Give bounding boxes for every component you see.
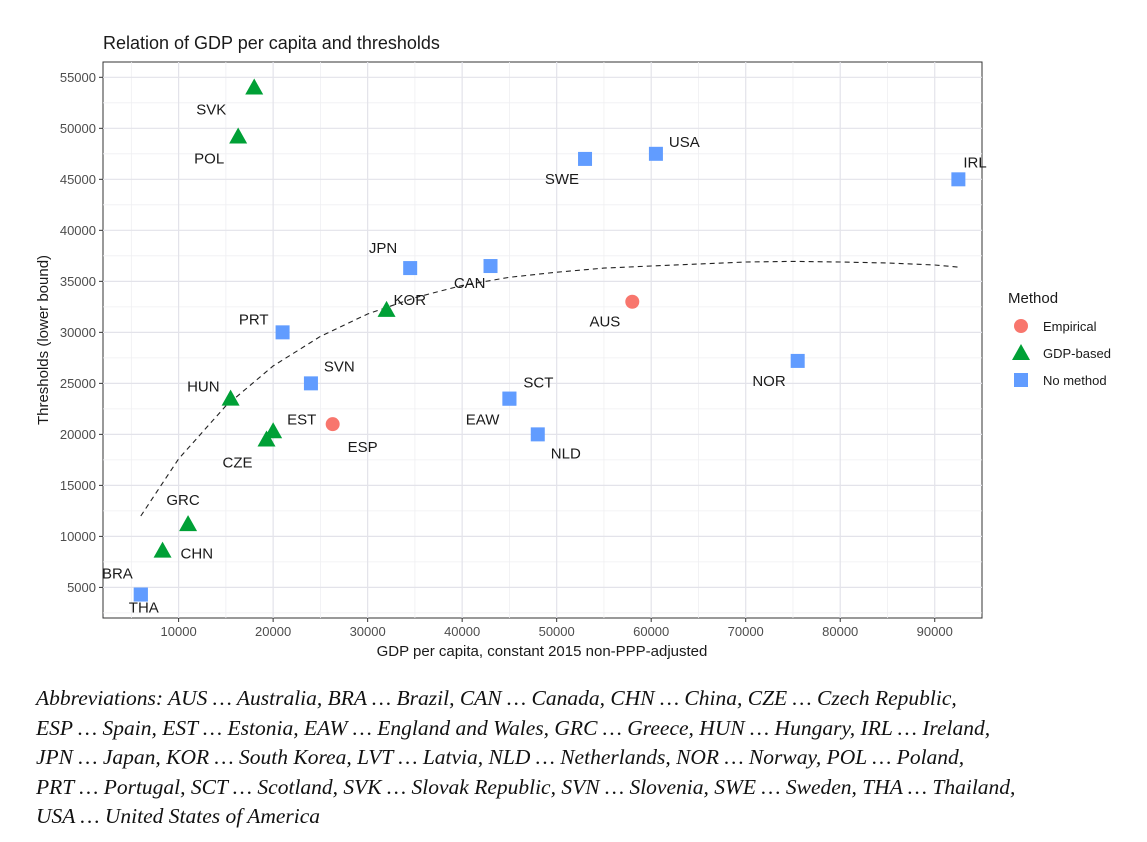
point-label: CZE	[223, 454, 253, 471]
data-point-triangle	[153, 541, 172, 558]
data-point-triangle	[257, 430, 276, 447]
data-point-triangle	[377, 300, 396, 317]
data-point-triangle	[229, 127, 248, 144]
point-label: SCT	[523, 375, 553, 392]
y-tick-label: 10000	[60, 529, 96, 544]
x-tick-label: 40000	[444, 624, 480, 639]
trend-line	[140, 260, 959, 517]
data-point-square	[502, 391, 517, 406]
point-label: EAW	[466, 412, 500, 429]
y-tick-label: 40000	[60, 223, 96, 238]
y-tick-label: 35000	[60, 274, 96, 289]
point-label: BRA	[102, 566, 133, 583]
x-tick-label: 30000	[350, 624, 386, 639]
abbreviations-note: Abbreviations: AUS … Australia, BRA … Br…	[36, 684, 1126, 832]
y-tick-label: 5000	[67, 580, 96, 595]
point-label: SVN	[324, 358, 355, 375]
point-labels: AUS ESP SVK POL KOR HUN EST CZE GRC CHN USA SWE IRL J…	[102, 102, 987, 617]
note-line: Abbreviations: AUS … Australia, BRA … Br…	[36, 686, 957, 710]
data-point-square	[275, 325, 290, 340]
data-point-square	[790, 353, 805, 368]
point-label: NLD	[551, 445, 581, 462]
axis-ticks: 10000 20000 30000 40000 50000 60000 70000 80000…	[60, 70, 953, 639]
point-label: SWE	[545, 171, 579, 188]
legend-label: No method	[1043, 373, 1107, 388]
point-label: HUN	[187, 379, 220, 396]
y-tick-label: 15000	[60, 478, 96, 493]
data-point-triangle	[221, 389, 240, 406]
y-tick-label: 50000	[60, 121, 96, 136]
data-point-square	[483, 259, 498, 274]
x-tick-label: 90000	[917, 624, 953, 639]
point-label: JPN	[369, 240, 397, 257]
data-points	[133, 78, 966, 602]
y-tick-label: 30000	[60, 325, 96, 340]
legend-key	[1014, 319, 1028, 333]
data-point-triangle	[179, 515, 198, 532]
x-tick-label: 50000	[539, 624, 575, 639]
point-label: CAN	[454, 275, 486, 292]
data-point-square	[648, 146, 663, 161]
x-tick-label: 60000	[633, 624, 669, 639]
x-axis-title: GDP per capita, constant 2015 non-PPP-ad…	[377, 643, 708, 660]
x-tick-label: 10000	[161, 624, 197, 639]
point-label: THA	[129, 600, 159, 617]
point-label: ESP	[348, 439, 378, 456]
plot-panel	[102, 61, 983, 619]
y-tick-label: 25000	[60, 376, 96, 391]
chart-title: Relation of GDP per capita and threshold…	[103, 33, 440, 53]
point-label: NOR	[752, 373, 786, 390]
legend-label: Empirical	[1043, 319, 1097, 334]
y-tick-label: 55000	[60, 70, 96, 85]
y-axis-title: Thresholds (lower bound)	[35, 255, 52, 425]
x-tick-label: 80000	[822, 624, 858, 639]
legend-key	[1012, 344, 1030, 360]
point-label: SVK	[196, 102, 226, 119]
point-label: POL	[194, 150, 224, 167]
legend: Method Empirical GDP-based No method	[1008, 290, 1111, 388]
note-line: PRT … Portugal, SCT … Scotland, SVK … Sl…	[36, 774, 1016, 799]
point-label: AUS	[589, 314, 620, 331]
point-label: EST	[287, 411, 316, 428]
data-point-square	[403, 261, 418, 276]
data-point-circle	[325, 417, 340, 432]
legend-title: Method	[1008, 290, 1058, 307]
legend-label: GDP-based	[1043, 346, 1111, 361]
data-point-triangle	[245, 78, 264, 95]
point-label: GRC	[166, 492, 200, 509]
data-point-square	[303, 376, 318, 391]
note-line: JPN … Japan, KOR … South Korea, LVT … La…	[36, 745, 965, 769]
y-tick-label: 45000	[60, 172, 96, 187]
point-label: KOR	[394, 292, 427, 309]
y-tick-label: 20000	[60, 427, 96, 442]
point-label: PRT	[239, 311, 269, 328]
point-label: USA	[669, 134, 700, 151]
data-point-square	[951, 172, 966, 187]
note-line: USA … United States of America	[36, 804, 321, 828]
legend-key	[1014, 373, 1028, 387]
x-tick-label: 20000	[255, 624, 291, 639]
point-label: IRL	[963, 154, 986, 171]
data-point-square	[530, 427, 545, 442]
data-point-circle	[625, 294, 640, 309]
data-point-square	[133, 587, 148, 602]
gdp-threshold-chart: Relation of GDP per capita and threshold…	[35, 33, 1111, 660]
x-tick-label: 70000	[728, 624, 764, 639]
data-point-square	[578, 151, 593, 166]
note-line: ESP … Spain, EST … Estonia, EAW … Englan…	[36, 715, 991, 740]
point-label: CHN	[181, 546, 214, 563]
grid-lines	[103, 62, 982, 618]
